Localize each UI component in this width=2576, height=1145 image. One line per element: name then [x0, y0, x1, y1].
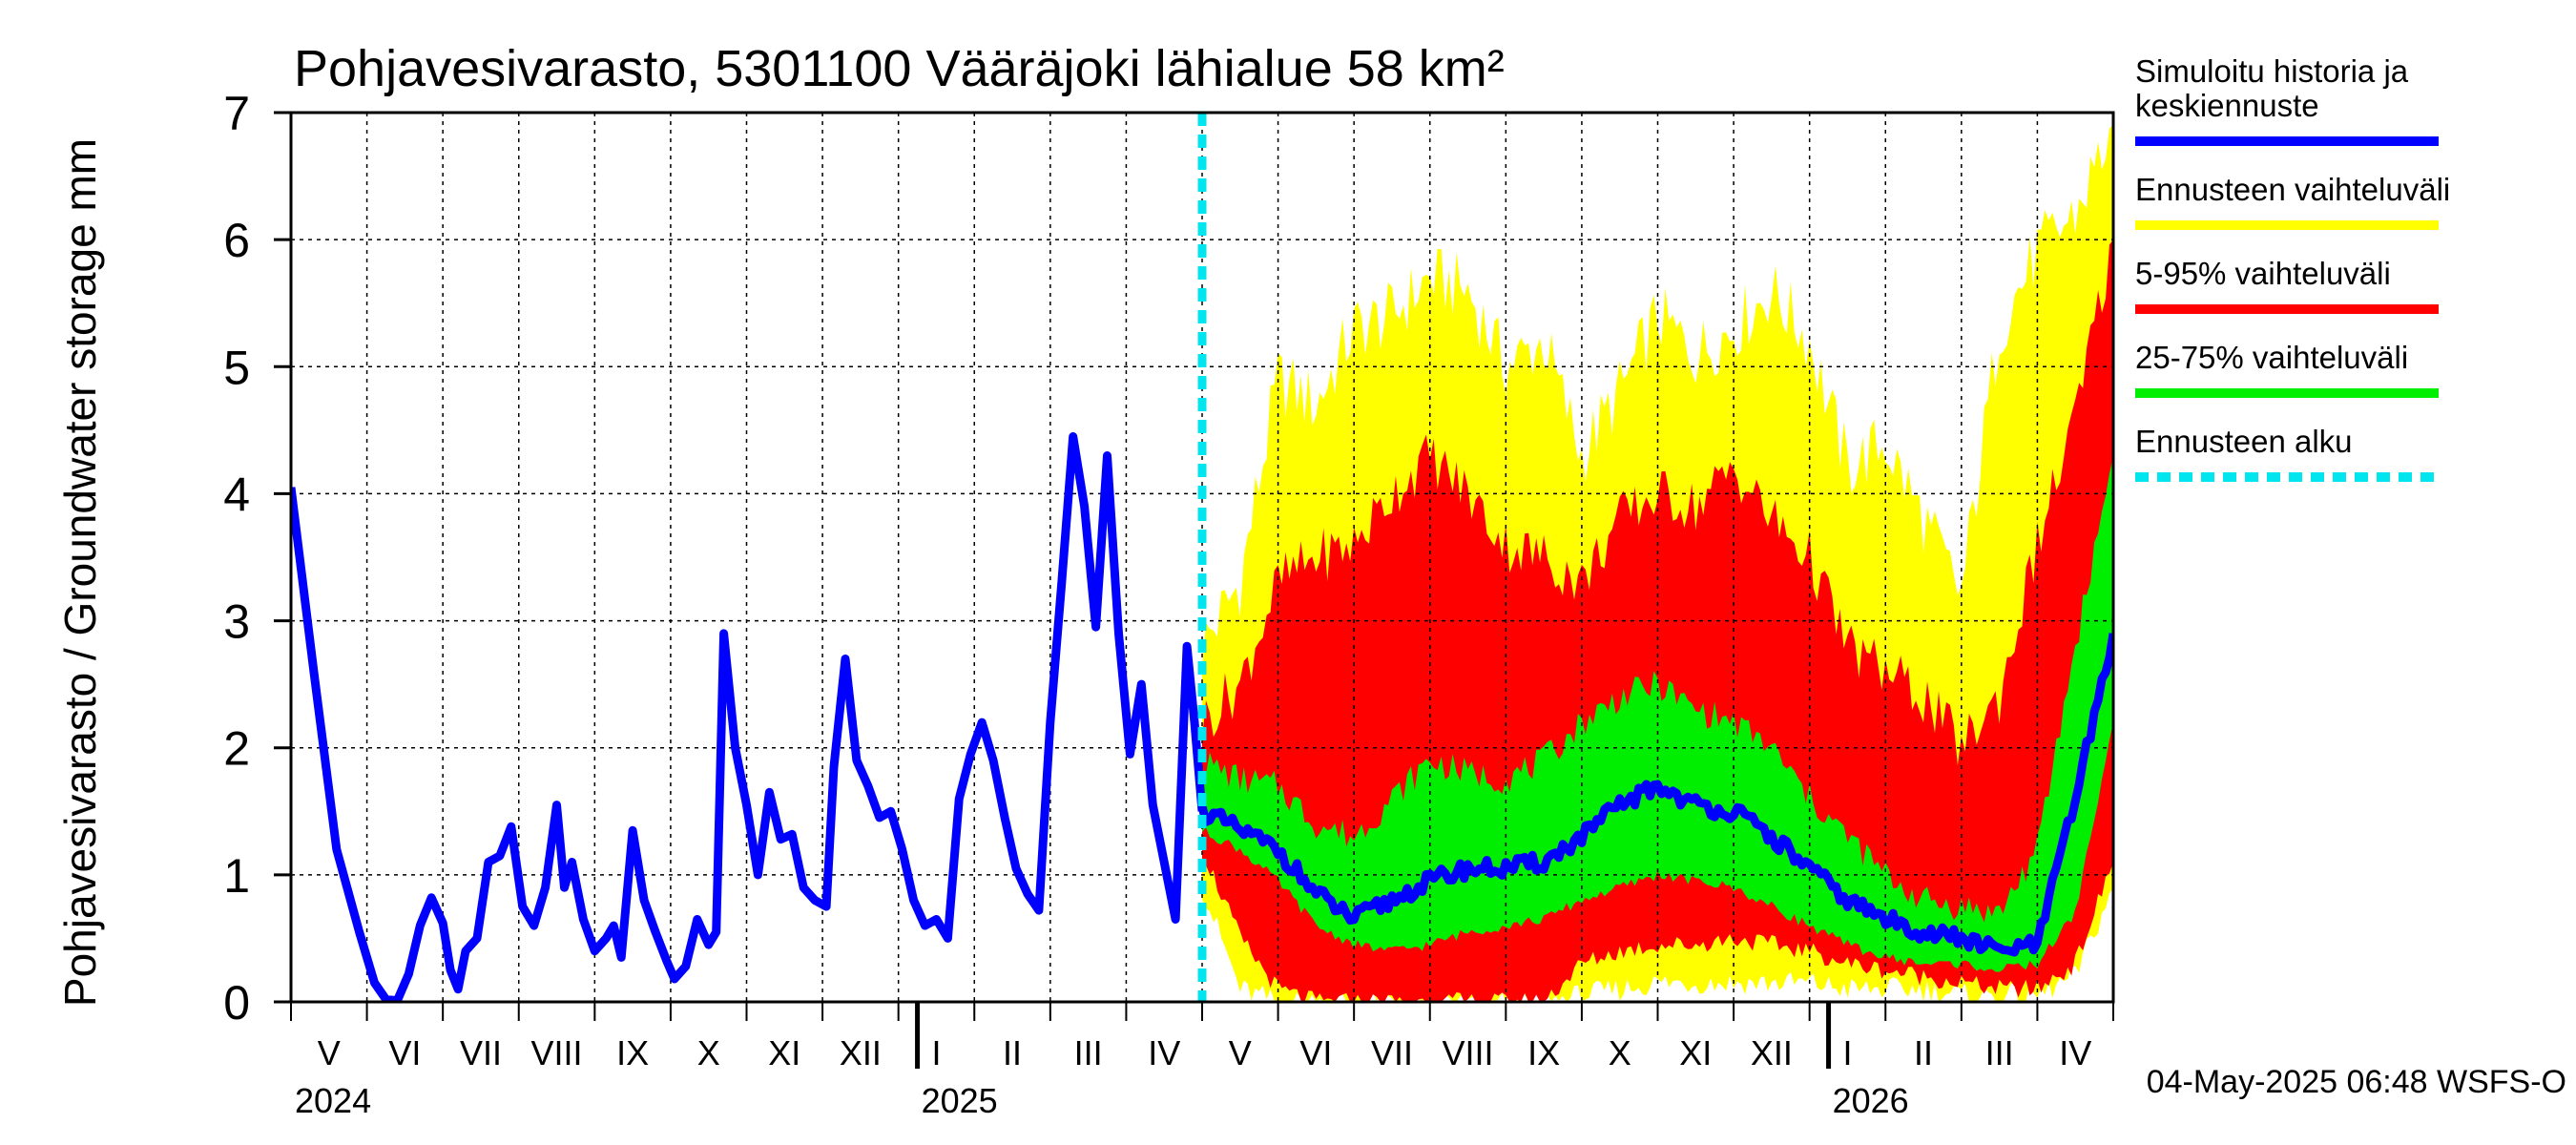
- chart-title: Pohjavesivarasto, 5301100 Vääräjoki lähi…: [294, 40, 1505, 97]
- month-label: XII: [1751, 1033, 1793, 1072]
- month-label: III: [1074, 1033, 1103, 1072]
- month-label: VII: [460, 1033, 502, 1072]
- timestamp-footer: 04-May-2025 06:48 WSFS-O: [2147, 1064, 2566, 1100]
- y-tick-label: 1: [223, 849, 250, 903]
- month-label: IX: [1527, 1033, 1560, 1072]
- legend-label: 5-95% vaihteluväli: [2135, 256, 2391, 291]
- month-label: IV: [1148, 1033, 1180, 1072]
- month-label: V: [1229, 1033, 1252, 1072]
- y-tick-label: 3: [223, 595, 250, 649]
- month-label: VI: [1299, 1033, 1332, 1072]
- month-label: VIII: [531, 1033, 583, 1072]
- y-tick-label: 7: [223, 87, 250, 140]
- year-label: 2024: [295, 1081, 371, 1120]
- year-label: 2025: [922, 1081, 998, 1120]
- history-line: [291, 432, 1207, 1002]
- forecast-mean-line: [1197, 633, 2113, 957]
- month-label: XI: [768, 1033, 800, 1072]
- legend-label: Ennusteen vaihteluväli: [2135, 172, 2450, 207]
- month-label: II: [1914, 1033, 1933, 1072]
- month-label: VII: [1371, 1033, 1413, 1072]
- month-label: III: [1985, 1033, 2014, 1072]
- legend-label: Ennusteen alku: [2135, 424, 2353, 459]
- month-label: V: [318, 1033, 341, 1072]
- month-label: XI: [1679, 1033, 1712, 1072]
- y-tick-label: 0: [223, 976, 250, 1030]
- y-tick-label: 5: [223, 341, 250, 394]
- legend-label: 25-75% vaihteluväli: [2135, 340, 2408, 375]
- year-label: 2026: [1833, 1081, 1909, 1120]
- month-label: VIII: [1443, 1033, 1494, 1072]
- month-label: X: [697, 1033, 720, 1072]
- x-axis: V VI VII VIII IX X XI XII I II III IV V VI VII VIII IX X X…: [290, 1002, 2114, 1120]
- y-axis: 0 1 2 3 4 5 6 7: [223, 87, 291, 1030]
- y-axis-label: Pohjavesivarasto / Groundwater storage m…: [55, 138, 105, 1007]
- y-tick-label: 6: [223, 214, 250, 267]
- month-label: IX: [616, 1033, 649, 1072]
- month-label: I: [931, 1033, 941, 1072]
- series-lines: [291, 113, 2113, 1002]
- legend-label: Simuloitu historia ja: [2135, 53, 2409, 89]
- month-label: XII: [840, 1033, 882, 1072]
- y-tick-label: 2: [223, 722, 250, 776]
- month-label: IV: [2059, 1033, 2091, 1072]
- month-label: I: [1842, 1033, 1852, 1072]
- month-label: II: [1003, 1033, 1022, 1072]
- y-tick-label: 4: [223, 468, 250, 521]
- month-label: VI: [388, 1033, 421, 1072]
- month-label: X: [1609, 1033, 1631, 1072]
- legend-label: keskiennuste: [2135, 88, 2319, 123]
